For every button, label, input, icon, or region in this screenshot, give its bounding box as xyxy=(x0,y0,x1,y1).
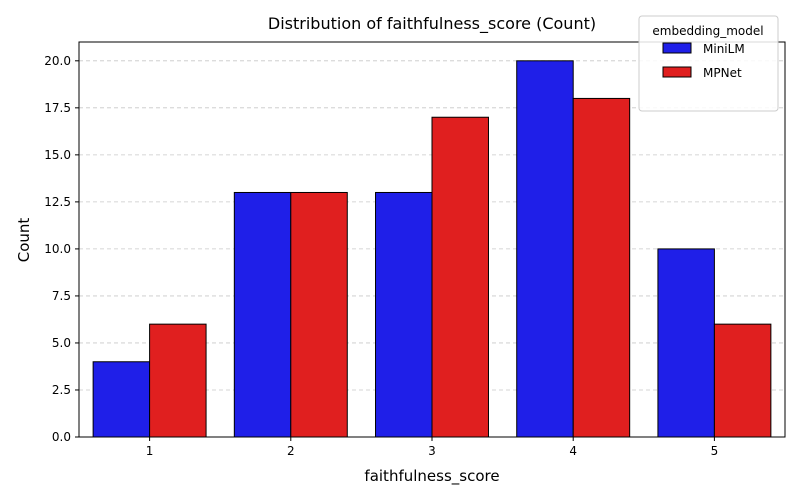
y-tick-label: 12.5 xyxy=(44,195,71,209)
legend-box xyxy=(638,15,779,112)
y-tick-label: 7.5 xyxy=(52,289,71,303)
x-axis-label: faithfulness_score xyxy=(364,467,499,486)
y-tick-label: 20.0 xyxy=(44,54,71,68)
x-tick-label: 4 xyxy=(569,444,577,458)
y-tick-label: 15.0 xyxy=(44,148,71,162)
bars xyxy=(92,60,772,438)
y-tick-label: 0.0 xyxy=(52,430,71,444)
y-tick-label: 17.5 xyxy=(44,101,71,115)
y-tick-label: 5.0 xyxy=(52,336,71,350)
x-axis: 1 2 3 4 5 xyxy=(146,437,718,458)
y-axis-label: Count xyxy=(15,218,33,263)
bar-minilm-3 xyxy=(375,191,433,438)
x-tick-label: 2 xyxy=(287,444,295,458)
x-tick-label: 1 xyxy=(146,444,154,458)
x-tick-label: 5 xyxy=(711,444,719,458)
bar-mpnet-2 xyxy=(290,191,348,438)
y-tick-label: 10.0 xyxy=(44,242,71,256)
y-axis: 0.0 2.5 5.0 7.5 10.0 12.5 15.0 17.5 20.0 xyxy=(44,54,79,444)
legend-swatch-mpnet xyxy=(662,66,692,78)
legend-label-minilm: MiniLM xyxy=(703,42,745,56)
bar-minilm-5 xyxy=(657,248,715,438)
legend: embedding_model MiniLM MPNet xyxy=(638,15,779,112)
bar-minilm-4 xyxy=(516,60,574,438)
legend-label-mpnet: MPNet xyxy=(703,66,742,80)
chart-title: Distribution of faithfulness_score (Coun… xyxy=(268,14,596,34)
y-tick-label: 2.5 xyxy=(52,383,71,397)
legend-title: embedding_model xyxy=(652,24,763,38)
legend-swatch-minilm xyxy=(662,42,692,54)
bar-mpnet-5 xyxy=(713,323,772,438)
bar-mpnet-1 xyxy=(149,323,207,438)
bar-minilm-2 xyxy=(233,191,292,438)
bar-mpnet-4 xyxy=(572,97,631,438)
bar-mpnet-3 xyxy=(431,116,489,438)
x-tick-label: 3 xyxy=(428,444,436,458)
bar-minilm-1 xyxy=(92,361,151,438)
